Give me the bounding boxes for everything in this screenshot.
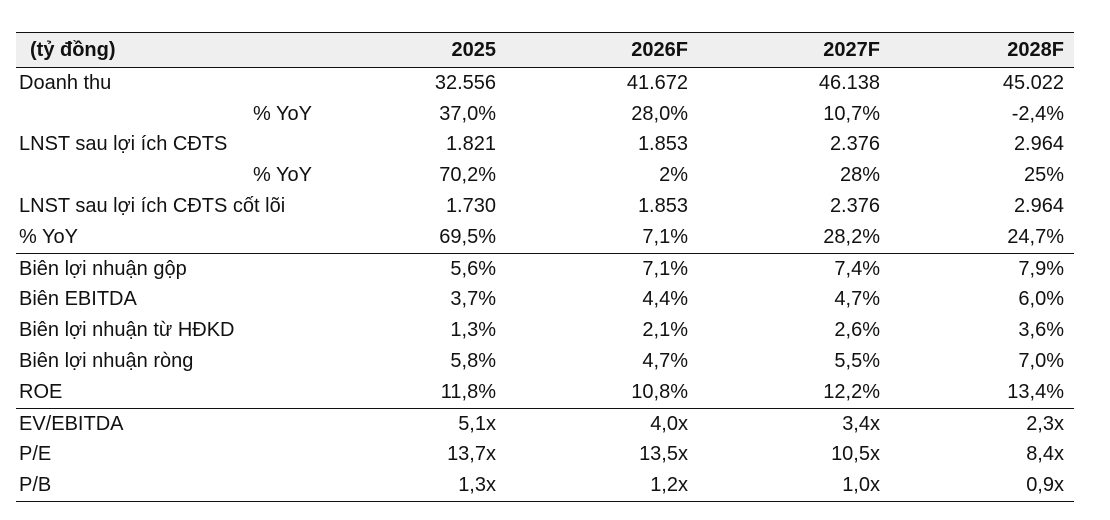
header-2028f: 2028F — [890, 32, 1074, 68]
cell-2028f: 2,3x — [1026, 412, 1064, 435]
table-row-gross-margin: Biên lợi nhuận gộp 5,6% 7,1% 7,4% 7,9% — [16, 253, 1074, 284]
cell-2026f: 7,1% — [506, 221, 698, 254]
cell-2026f: 1.853 — [637, 195, 688, 218]
header-2027f: 2027F — [698, 32, 890, 68]
header-unit: (tỷ đồng) — [16, 32, 318, 68]
cell-2028f: 7,9% — [1018, 257, 1064, 280]
cell-2026f: 7,1% — [642, 257, 688, 280]
row-label: Biên lợi nhuận ròng — [19, 350, 194, 373]
table-row-core-npat-yoy: % YoY 69,5% 7,1% 28,2% 24,7% — [16, 221, 1074, 254]
financial-forecast-table-container: (tỷ đồng) 2025 2026F 2027F 2028F Doanh t… — [16, 32, 1074, 503]
cell-2027f: 4,7% — [834, 288, 880, 311]
cell-2028f: 2.964 — [1013, 133, 1064, 156]
cell-2028f: -2,4% — [1011, 102, 1064, 125]
cell-2027f: 28,2% — [698, 221, 890, 254]
table-row-revenue-yoy: % YoY 37,0% 28,0% 10,7% -2,4% — [16, 99, 1074, 130]
cell-2026f: 4,4% — [642, 288, 688, 311]
cell-2026f: 2,1% — [642, 319, 688, 342]
cell-2027f: 7,4% — [834, 257, 880, 280]
cell-2027f: 2,6% — [834, 319, 880, 342]
table-row-npat-yoy: % YoY 70,2% 2% 28% 25% — [16, 160, 1074, 191]
cell-2028f: 45.022 — [1002, 71, 1064, 94]
cell-2028f: 13,4% — [890, 376, 1074, 409]
table-row-pb: P/B 1,3x 1,2x 1,0x 0,9x — [16, 470, 1074, 503]
cell-2025: 1,3x — [318, 470, 506, 503]
table-row-ev-ebitda: EV/EBITDA 5,1x 4,0x 3,4x 2,3x — [16, 408, 1074, 439]
header-2025: 2025 — [318, 32, 506, 68]
row-label: P/B — [16, 470, 318, 503]
cell-2028f: 6,0% — [1018, 288, 1064, 311]
cell-2028f: 24,7% — [890, 221, 1074, 254]
header-2026f: 2026F — [506, 32, 698, 68]
row-label: Biên lợi nhuận từ HĐKD — [19, 319, 235, 342]
cell-2028f: 25% — [1023, 164, 1064, 187]
cell-2027f: 10,5x — [831, 443, 880, 466]
table-row-operating-margin: Biên lợi nhuận từ HĐKD 1,3% 2,1% 2,6% 3,… — [16, 315, 1074, 346]
table-row-pe: P/E 13,7x 13,5x 10,5x 8,4x — [16, 440, 1074, 471]
cell-2026f: 1.853 — [637, 133, 688, 156]
table-row-roe: ROE 11,8% 10,8% 12,2% 13,4% — [16, 376, 1074, 409]
cell-2025: 32.556 — [434, 71, 496, 94]
cell-2027f: 28% — [839, 164, 880, 187]
row-label: % YoY — [253, 164, 312, 187]
table-row-revenue: Doanh thu 32.556 41.672 46.138 45.022 — [16, 68, 1074, 99]
cell-2025: 70,2% — [439, 164, 496, 187]
row-label: LNST sau lợi ích CĐTS cốt lõi — [19, 195, 286, 218]
cell-2026f: 4,7% — [642, 350, 688, 373]
cell-2025: 37,0% — [439, 102, 496, 125]
cell-2025: 1.821 — [445, 133, 496, 156]
cell-2027f: 46.138 — [818, 71, 880, 94]
table-row-ebitda-margin: Biên EBITDA 3,7% 4,4% 4,7% 6,0% — [16, 285, 1074, 316]
cell-2025: 3,7% — [450, 288, 496, 311]
cell-2026f: 41.672 — [626, 71, 688, 94]
row-label: P/E — [19, 443, 52, 466]
table-header-row: (tỷ đồng) 2025 2026F 2027F 2028F — [16, 32, 1074, 68]
cell-2026f: 28,0% — [631, 102, 688, 125]
table-row-core-npat: LNST sau lợi ích CĐTS cốt lõi 1.730 1.85… — [16, 191, 1074, 222]
cell-2027f: 2.376 — [829, 195, 880, 218]
cell-2026f: 10,8% — [506, 376, 698, 409]
cell-2026f: 1,2x — [506, 470, 698, 503]
cell-2027f: 1,0x — [698, 470, 890, 503]
table-row-npat: LNST sau lợi ích CĐTS 1.821 1.853 2.376 … — [16, 130, 1074, 161]
cell-2028f: 8,4x — [1026, 443, 1064, 466]
cell-2026f: 2% — [659, 164, 688, 187]
cell-2025: 1.730 — [445, 195, 496, 218]
row-label: LNST sau lợi ích CĐTS — [19, 133, 228, 156]
cell-2028f: 7,0% — [1018, 350, 1064, 373]
row-label: EV/EBITDA — [19, 412, 124, 435]
row-label: % YoY — [16, 221, 318, 254]
cell-2027f: 3,4x — [842, 412, 880, 435]
financial-forecast-table: (tỷ đồng) 2025 2026F 2027F 2028F Doanh t… — [16, 32, 1074, 503]
row-label: Doanh thu — [19, 71, 112, 94]
cell-2025: 11,8% — [318, 376, 506, 409]
table-row-net-margin: Biên lợi nhuận ròng 5,8% 4,7% 5,5% 7,0% — [16, 346, 1074, 377]
cell-2025: 5,8% — [450, 350, 496, 373]
cell-2027f: 5,5% — [834, 350, 880, 373]
cell-2028f: 0,9x — [890, 470, 1074, 503]
cell-2026f: 4,0x — [650, 412, 688, 435]
cell-2028f: 3,6% — [1018, 319, 1064, 342]
row-label: Biên lợi nhuận gộp — [19, 257, 187, 280]
cell-2026f: 13,5x — [639, 443, 688, 466]
cell-2025: 13,7x — [447, 443, 496, 466]
row-label: ROE — [16, 376, 318, 409]
cell-2028f: 2.964 — [1013, 195, 1064, 218]
cell-2025: 5,6% — [450, 257, 496, 280]
cell-2025: 5,1x — [458, 412, 496, 435]
cell-2025: 1,3% — [450, 319, 496, 342]
row-label: Biên EBITDA — [19, 288, 137, 311]
cell-2025: 69,5% — [318, 221, 506, 254]
cell-2027f: 10,7% — [823, 102, 880, 125]
cell-2027f: 2.376 — [829, 133, 880, 156]
row-label: % YoY — [253, 102, 312, 125]
cell-2027f: 12,2% — [698, 376, 890, 409]
